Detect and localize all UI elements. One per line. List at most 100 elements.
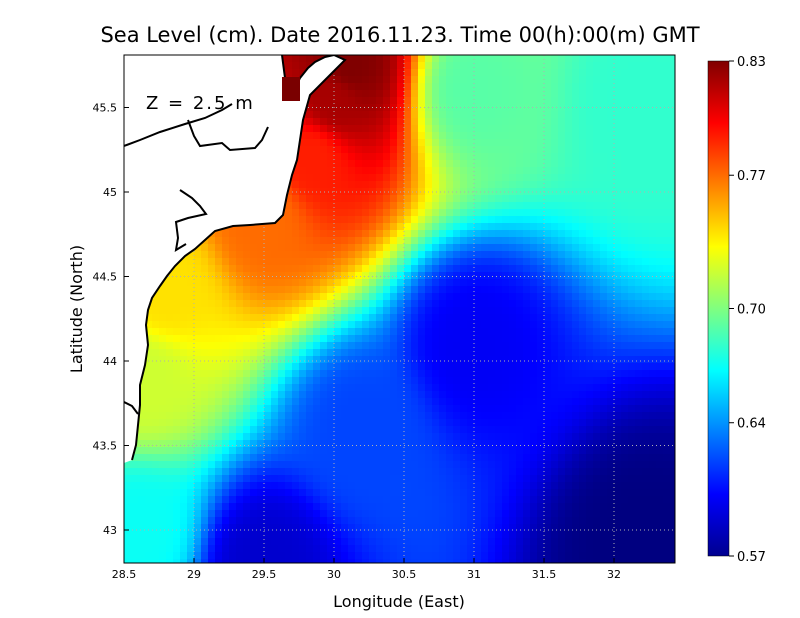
field-cell-2168: [369, 244, 377, 252]
field-cell-2353: [558, 258, 566, 266]
field-cell-3953: [145, 405, 153, 413]
field-cell-3833: [411, 391, 419, 399]
field-cell-3736: [285, 384, 293, 392]
field-cell-2314: [285, 258, 293, 266]
field-cell-3870: [670, 391, 675, 399]
field-cell-4771: [341, 475, 349, 483]
field-cell-3937: [586, 398, 594, 406]
field-cell-3969: [257, 405, 265, 413]
field-cell-934: [579, 132, 587, 140]
field-cell-3061: [537, 321, 545, 329]
field-cell-4285: [257, 433, 265, 441]
field-cell-4960: [558, 489, 566, 497]
field-cell-4116: [180, 419, 188, 427]
field-cell-848: [530, 125, 538, 133]
field-cell-749: [390, 118, 398, 126]
field-cell-694: [558, 111, 566, 119]
field-cell-4623: [411, 461, 419, 469]
field-cell-2801: [376, 300, 384, 308]
field-cell-3101: [264, 328, 272, 336]
field-cell-1087: [544, 146, 552, 154]
field-cell-3087: [166, 328, 174, 336]
field-cell-3777: [572, 384, 580, 392]
field-cell-3709: [649, 377, 657, 385]
field-cell-1776: [390, 209, 398, 217]
field-cell-3245: [166, 342, 174, 350]
field-cell-3005: [145, 321, 153, 329]
field-cell-4223: [376, 426, 384, 434]
field-cell-3651: [243, 377, 251, 385]
field-cell-3146: [579, 328, 587, 336]
field-cell-1728: [607, 202, 615, 210]
field-cell-2108: [502, 237, 510, 245]
field-cell-3233: [635, 335, 643, 343]
field-cell-3680: [446, 377, 454, 385]
field-cell-1967: [621, 223, 629, 231]
field-cell-4100: [621, 412, 629, 420]
field-cell-2957: [362, 314, 370, 322]
field-cell-4189: [138, 426, 146, 434]
field-cell-4007: [523, 405, 531, 413]
field-cell-2162: [327, 244, 335, 252]
field-cell-2490: [411, 272, 419, 280]
field-cell-2089: [369, 237, 377, 245]
field-cell-3006: [152, 321, 160, 329]
field-cell-3121: [404, 328, 412, 336]
field-cell-1953: [523, 223, 531, 231]
field-cell-941: [628, 132, 636, 140]
field-cell-2574: [446, 279, 454, 287]
field-cell-4793: [495, 475, 503, 483]
field-cell-4250: [565, 426, 573, 434]
field-cell-1546: [439, 188, 447, 196]
field-cell-3156: [649, 328, 657, 336]
field-cell-1482: [544, 181, 552, 189]
field-cell-277: [404, 76, 412, 84]
field-cell-4650: [600, 461, 608, 469]
field-cell-3415: [250, 356, 258, 364]
field-cell-4000: [474, 405, 482, 413]
field-cell-3900: [327, 398, 335, 406]
field-cell-3582: [313, 370, 321, 378]
field-cell-988: [404, 139, 412, 147]
field-cell-748: [383, 118, 391, 126]
field-cell-1483: [551, 181, 559, 189]
field-cell-1413: [614, 174, 622, 182]
field-cell-3816: [292, 391, 300, 399]
field-cell-4095: [586, 412, 594, 420]
field-cell-3842: [474, 391, 482, 399]
field-cell-828: [390, 125, 398, 133]
field-cell-2941: [250, 314, 258, 322]
field-cell-3801: [187, 391, 195, 399]
field-cell-4169: [551, 419, 559, 427]
field-cell-3306: [593, 342, 601, 350]
field-cell-2864: [264, 307, 272, 315]
field-cell-853: [565, 125, 573, 133]
field-cell-3788: [649, 384, 657, 392]
field-cell-528: [502, 97, 510, 105]
field-cell-3782: [607, 384, 615, 392]
field-cell-1990: [229, 230, 237, 238]
field-cell-1015: [593, 139, 601, 147]
field-cell-3552: [656, 363, 664, 371]
field-cell-593: [404, 104, 412, 112]
field-cell-4195: [180, 426, 188, 434]
field-cell-3645: [201, 377, 209, 385]
field-cell-4196: [187, 426, 195, 434]
field-cell-2411: [411, 265, 419, 273]
field-cell-2813: [460, 300, 468, 308]
field-cell-3942: [621, 398, 629, 406]
field-cell-4780: [404, 475, 412, 483]
field-cell-2100: [446, 237, 454, 245]
field-cell-4609: [313, 461, 321, 469]
field-cell-750: [397, 118, 405, 126]
field-cell-2493: [432, 272, 440, 280]
field-cell-1642: [558, 195, 566, 203]
field-cell-4633: [481, 461, 489, 469]
field-cell-3269: [334, 342, 342, 350]
field-cell-4751: [201, 475, 209, 483]
field-cell-939: [614, 132, 622, 140]
field-cell-2324: [355, 258, 363, 266]
field-cell-4720: [537, 468, 545, 476]
field-cell-3159: [670, 328, 675, 336]
field-cell-4018: [600, 405, 608, 413]
